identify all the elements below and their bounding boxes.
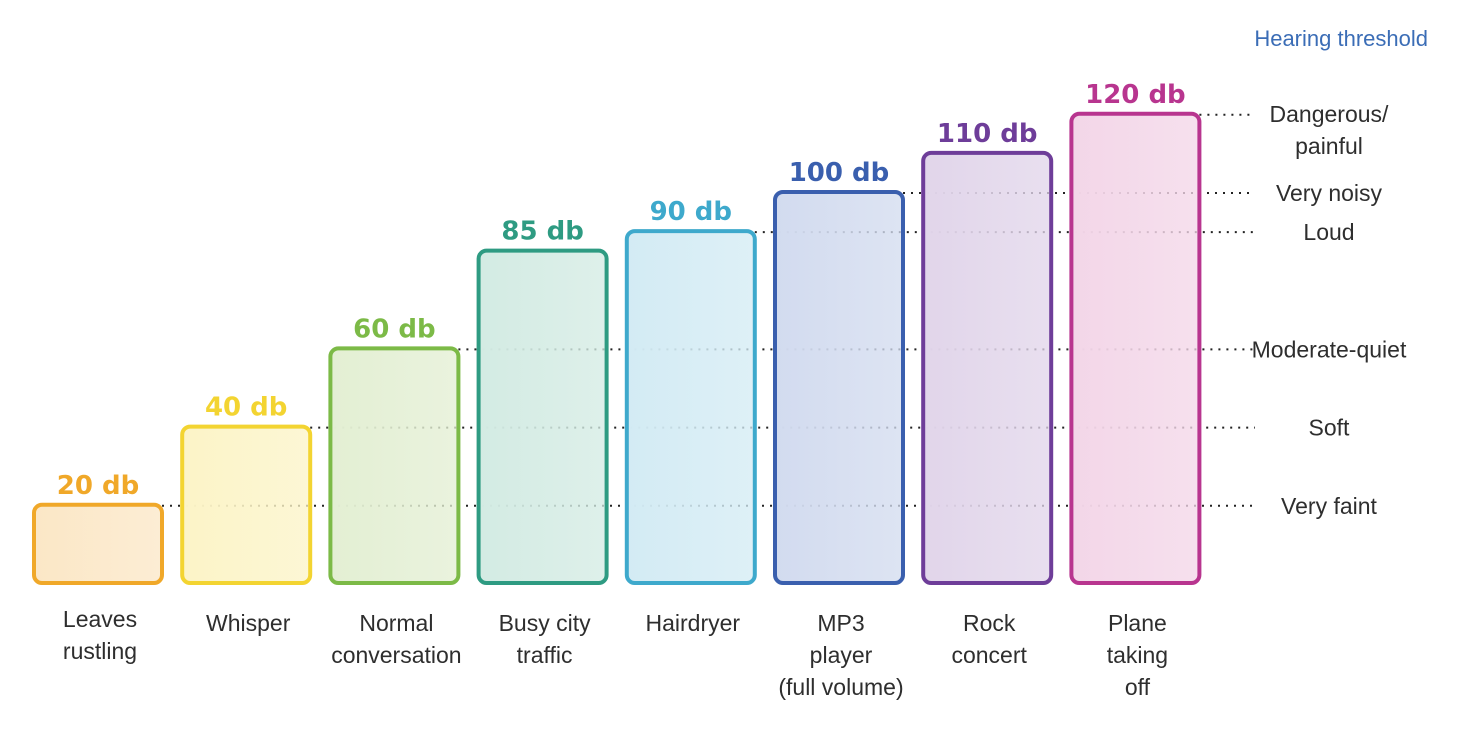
category-labels: Leaves rustling Whisper Normal conversation B… — [63, 606, 1168, 700]
category-label: Hairdryer — [646, 610, 741, 636]
value-label: 90 db — [650, 197, 732, 227]
bar — [1069, 111, 1202, 586]
bar — [476, 248, 609, 585]
category-label: Rock concert — [951, 610, 1027, 668]
threshold-labels: Dangerous/painful Very noisy Loud Moderate-… — [1252, 101, 1407, 519]
threshold-label: Very noisy — [1276, 180, 1383, 206]
threshold-label: Soft — [1309, 415, 1351, 441]
category-label: Plane taking off — [1107, 610, 1168, 700]
bar — [773, 190, 905, 585]
bar — [921, 150, 1054, 585]
bars — [32, 111, 1202, 586]
value-label: 40 db — [205, 393, 287, 423]
value-label: 120 db — [1085, 80, 1186, 110]
category-label: Whisper — [206, 610, 291, 636]
value-label: 85 db — [501, 217, 583, 247]
threshold-label: Loud — [1303, 219, 1354, 245]
chart-title: Hearing threshold — [1254, 26, 1428, 51]
category-label: MP3 player (full volume) — [778, 610, 903, 700]
bar — [180, 424, 313, 585]
value-label: 20 db — [57, 471, 139, 501]
threshold-label: Dangerous/painful — [1270, 101, 1390, 159]
value-labels: 20 db 40 db 60 db 85 db 90 db 100 db 110 db 120… — [57, 80, 1186, 501]
value-label: 110 db — [937, 119, 1038, 149]
bar — [624, 229, 757, 585]
threshold-label: Moderate-quiet — [1252, 336, 1407, 362]
value-label: 60 db — [353, 314, 435, 344]
category-label: Normal conversation — [331, 610, 461, 668]
category-label: Busy city traffic — [499, 610, 592, 668]
value-label: 100 db — [789, 158, 890, 188]
category-label: Leaves rustling — [63, 606, 137, 664]
bar — [32, 502, 164, 585]
bar — [328, 346, 461, 585]
threshold-label: Very faint — [1281, 493, 1377, 519]
